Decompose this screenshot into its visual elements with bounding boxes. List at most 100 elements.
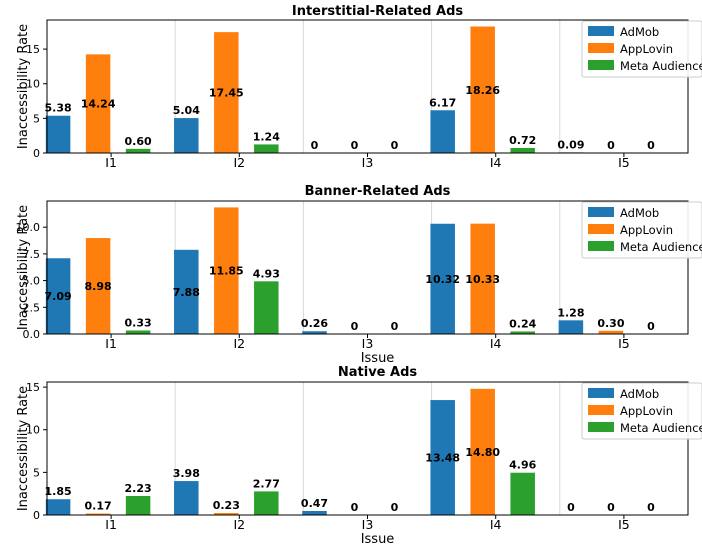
bar-applovin-i1 xyxy=(85,238,111,334)
data-label: 5.04 xyxy=(173,104,200,117)
legend-swatch-admob xyxy=(588,207,614,217)
bar-applovin-i4 xyxy=(470,223,495,334)
y-tick-label: 0.0 xyxy=(23,328,41,341)
data-label: 8.98 xyxy=(85,280,112,293)
bar-meta-audience-i2 xyxy=(254,144,279,153)
legend: AdMob AppLovin Meta Audience xyxy=(581,20,702,78)
y-tick-label: 5 xyxy=(33,112,40,125)
data-label: 14.24 xyxy=(81,98,116,111)
x-tick-label: I1 xyxy=(105,155,117,170)
data-label: 0 xyxy=(391,501,399,514)
data-label: 0.60 xyxy=(125,135,152,148)
data-label: 2.77 xyxy=(253,477,280,490)
data-label: 0 xyxy=(351,501,359,514)
x-tick-label: I1 xyxy=(105,517,117,532)
data-label: 0 xyxy=(607,139,615,152)
y-tick-label: 5 xyxy=(33,466,40,479)
data-label: 0 xyxy=(567,501,575,514)
data-label: 0 xyxy=(647,501,655,514)
legend-swatch-applovin xyxy=(588,405,614,415)
data-label: 0.30 xyxy=(597,317,624,330)
data-label: 7.88 xyxy=(173,286,200,299)
data-label: 0 xyxy=(391,320,399,333)
legend-swatch-meta-audience xyxy=(588,241,614,251)
legend-swatch-admob xyxy=(588,26,614,36)
x-tick-label: I4 xyxy=(490,155,502,170)
y-tick-label: 7.5 xyxy=(23,248,41,261)
data-label: 3.98 xyxy=(173,467,200,480)
bar-applovin-i5 xyxy=(598,330,624,334)
x-tick-label: I5 xyxy=(618,155,630,170)
legend-swatch-applovin xyxy=(588,43,614,53)
legend-swatch-applovin xyxy=(588,224,614,234)
chart-panel-1: 5.38 5.04 0 6.17 0.09 14.24 17.45 0 18.26 0 0.60 1.… xyxy=(16,4,702,170)
y-tick-label: 0 xyxy=(33,509,40,522)
chart-panel-2: 7.09 7.88 0.26 10.32 1.28 8.98 11.85 0 10.33 0.30… xyxy=(16,184,702,366)
data-label: 0.33 xyxy=(125,316,152,329)
legend-label-admob: AdMob xyxy=(620,206,659,220)
y-tick-label: 5.0 xyxy=(23,275,41,288)
data-label: 0.24 xyxy=(509,317,536,330)
legend-swatch-admob xyxy=(588,388,614,398)
legend-label-admob: AdMob xyxy=(620,25,659,39)
chart-title: Native Ads xyxy=(338,365,418,380)
data-label: 18.26 xyxy=(465,84,500,97)
data-label: 0.17 xyxy=(85,500,112,513)
data-label: 2.23 xyxy=(125,482,152,495)
x-tick-label: I4 xyxy=(490,336,502,351)
legend-swatch-meta-audience xyxy=(588,422,614,432)
bar-applovin-i4 xyxy=(470,26,495,153)
bar-admob-i1 xyxy=(45,499,71,515)
data-label: 10.32 xyxy=(425,273,460,286)
data-label: 4.96 xyxy=(509,459,536,472)
bar-admob-i2 xyxy=(174,249,199,334)
y-tick-label: 2.5 xyxy=(23,301,41,314)
bar-admob-i1 xyxy=(45,258,71,334)
y-tick-label: 10 xyxy=(26,424,40,437)
bar-applovin-i1 xyxy=(85,513,111,515)
data-label: 1.85 xyxy=(45,485,72,498)
legend-label-meta-audience: Meta Audience xyxy=(620,59,702,73)
y-axis-label: Inaccessibility Rate xyxy=(16,205,31,330)
data-label: 0 xyxy=(311,139,319,152)
chart-panel-3: 1.85 3.98 0.47 13.48 0 0.17 0.23 0 14.80 0 2.23 2.7… xyxy=(16,365,702,546)
chart-title: Banner-Related Ads xyxy=(305,184,451,199)
y-tick-label: 10.0 xyxy=(16,221,41,234)
legend-label-applovin: AppLovin xyxy=(620,404,673,418)
data-label: 0.23 xyxy=(213,499,240,512)
bar-meta-audience-i2 xyxy=(254,281,279,334)
bar-admob-i3 xyxy=(302,331,327,334)
x-axis-label: Issue xyxy=(361,351,395,366)
bar-admob-i2 xyxy=(174,118,199,153)
bar-admob-i3 xyxy=(302,510,327,515)
bar-admob-i2 xyxy=(174,481,199,515)
x-tick-label: I5 xyxy=(618,517,630,532)
legend-label-applovin: AppLovin xyxy=(620,42,673,56)
legend: AdMob AppLovin Meta Audience xyxy=(581,382,702,440)
bar-admob-i4 xyxy=(430,223,455,334)
data-label: 0 xyxy=(647,139,655,152)
bar-applovin-i2 xyxy=(214,32,239,154)
data-label: 10.33 xyxy=(465,273,500,286)
data-label: 11.85 xyxy=(209,265,244,278)
legend: AdMob AppLovin Meta Audience xyxy=(581,201,702,259)
data-label: 0 xyxy=(351,139,359,152)
data-label: 0 xyxy=(647,320,655,333)
data-label: 0.09 xyxy=(557,138,584,151)
x-tick-label: I1 xyxy=(105,336,117,351)
data-label: 7.09 xyxy=(45,290,72,303)
bar-applovin-i1 xyxy=(85,54,111,153)
x-tick-label: I3 xyxy=(362,336,374,351)
bar-meta-audience-i1 xyxy=(125,148,151,153)
data-label: 6.17 xyxy=(429,96,456,109)
x-tick-label: I2 xyxy=(233,517,245,532)
bar-meta-audience-i4 xyxy=(510,331,535,334)
data-label: 17.45 xyxy=(209,87,244,100)
x-tick-label: I2 xyxy=(233,336,245,351)
y-tick-label: 0 xyxy=(33,147,40,160)
x-tick-label: I3 xyxy=(362,155,374,170)
y-tick-label: 15 xyxy=(26,381,40,394)
data-label: 1.28 xyxy=(557,306,584,319)
x-axis-label: Issue xyxy=(361,532,395,546)
data-label: 0.72 xyxy=(509,134,536,147)
